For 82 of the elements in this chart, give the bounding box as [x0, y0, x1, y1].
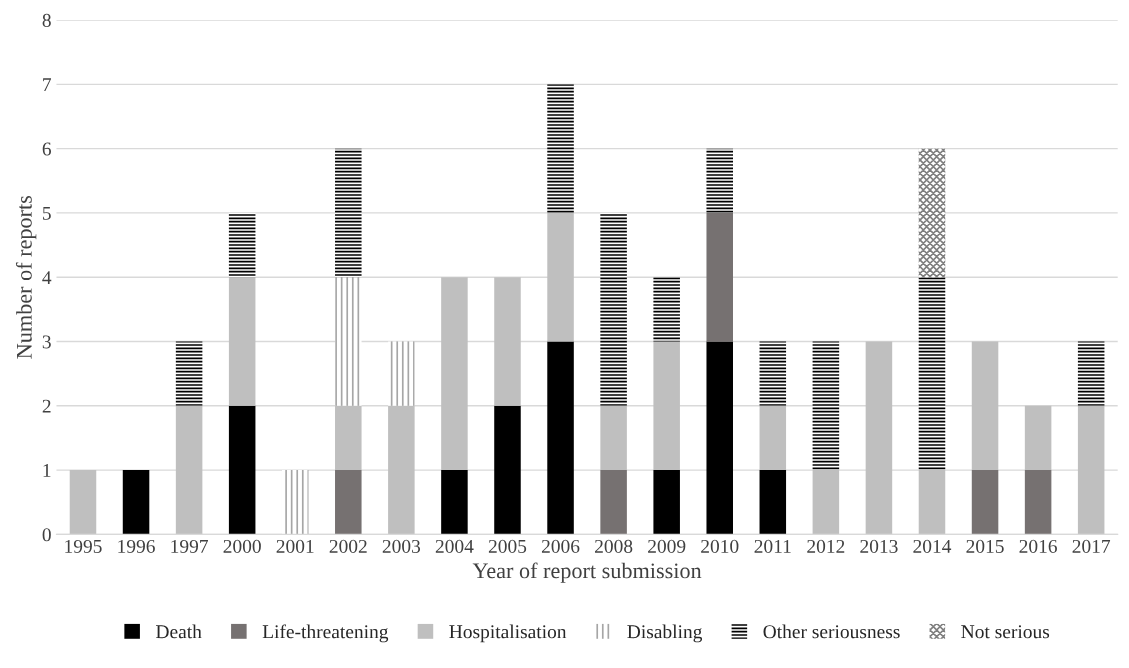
bar: [228, 277, 256, 406]
bar: [653, 277, 680, 342]
bar: [441, 470, 468, 535]
legend-label: Not serious: [961, 625, 1050, 639]
bar: [335, 405, 362, 471]
y-tick-label: 4: [42, 271, 52, 284]
legend-label: Life-threatening: [262, 624, 389, 643]
bar: [600, 405, 627, 471]
bar: [918, 470, 946, 535]
bar: [1024, 470, 1052, 535]
bar: [547, 84, 574, 213]
bar: [918, 148, 946, 278]
y-tick-label: 6: [42, 142, 52, 156]
x-tick-label: 1996: [118, 539, 155, 553]
bar: [918, 277, 946, 471]
x-tick-label: 2003: [382, 539, 421, 553]
legend-label: Death: [156, 624, 202, 639]
y-tick-label: 3: [42, 335, 51, 349]
y-tick-label: 5: [43, 206, 51, 220]
bar: [122, 470, 150, 535]
bar: [653, 341, 680, 471]
x-tick-label: 2005: [488, 539, 527, 553]
x-tick-label: 2016: [1019, 539, 1057, 553]
bar: [1077, 341, 1105, 406]
bar: [759, 341, 787, 406]
x-tick-label: 2004: [435, 539, 474, 553]
bar: [600, 212, 627, 406]
bar: [547, 341, 574, 535]
x-tick-label: 2001: [276, 539, 314, 553]
bar: [865, 341, 893, 535]
x-tick-label: 2014: [913, 539, 952, 553]
legend-label: Disabling: [627, 624, 703, 643]
bar: [335, 148, 362, 278]
bar: [1024, 405, 1052, 471]
x-tick-label: 2015: [966, 539, 1004, 553]
bar: [228, 212, 256, 278]
bar: [494, 277, 521, 406]
bar: [706, 341, 733, 535]
bar: [69, 470, 97, 535]
bar: [175, 341, 203, 406]
x-tick-label: 2010: [701, 539, 739, 553]
x-tick-label: 2013: [860, 539, 898, 553]
bar: [547, 212, 574, 342]
y-tick-label: 2: [42, 399, 51, 413]
bar: [759, 470, 787, 535]
x-tick-label: 1995: [65, 539, 102, 553]
x-tick-label: 1997: [171, 539, 208, 553]
bar: [759, 405, 787, 471]
x-tick-label: 2012: [807, 539, 845, 553]
bar: [335, 277, 362, 406]
x-tick-label: 2000: [223, 539, 261, 553]
y-tick-label: 0: [42, 528, 51, 542]
x-axis-title: Year of report submission: [472, 562, 702, 583]
bar: [388, 341, 415, 406]
y-tick-label: 8: [42, 13, 51, 27]
bar: [812, 470, 840, 535]
bar: [228, 405, 256, 535]
bar: [175, 405, 203, 535]
bar: [441, 277, 468, 471]
bar: [706, 148, 733, 213]
bar: [600, 470, 627, 535]
x-tick-label: 2006: [541, 539, 580, 553]
x-tick-label: 2011: [754, 539, 791, 553]
x-tick-label: 2008: [595, 539, 633, 553]
bar: [281, 470, 309, 535]
x-tick-label: 2002: [329, 539, 367, 553]
x-tick-label: 2009: [648, 539, 686, 553]
bar: [706, 212, 733, 342]
bar: [1077, 405, 1105, 535]
y-tick-label: 7: [43, 78, 52, 92]
bar: [812, 341, 840, 471]
bar: [971, 470, 999, 535]
bar: [494, 405, 521, 535]
bar: [653, 470, 680, 535]
x-tick-label: 2017: [1072, 539, 1111, 553]
y-tick-label: 1: [43, 464, 51, 477]
legend-label: Other seriousness: [763, 624, 900, 639]
y-axis-title: Number of reports: [15, 195, 37, 359]
bar: [335, 470, 362, 535]
bar: [388, 405, 415, 535]
bar: [971, 341, 999, 471]
legend-label: Hospitalisation: [449, 624, 567, 643]
